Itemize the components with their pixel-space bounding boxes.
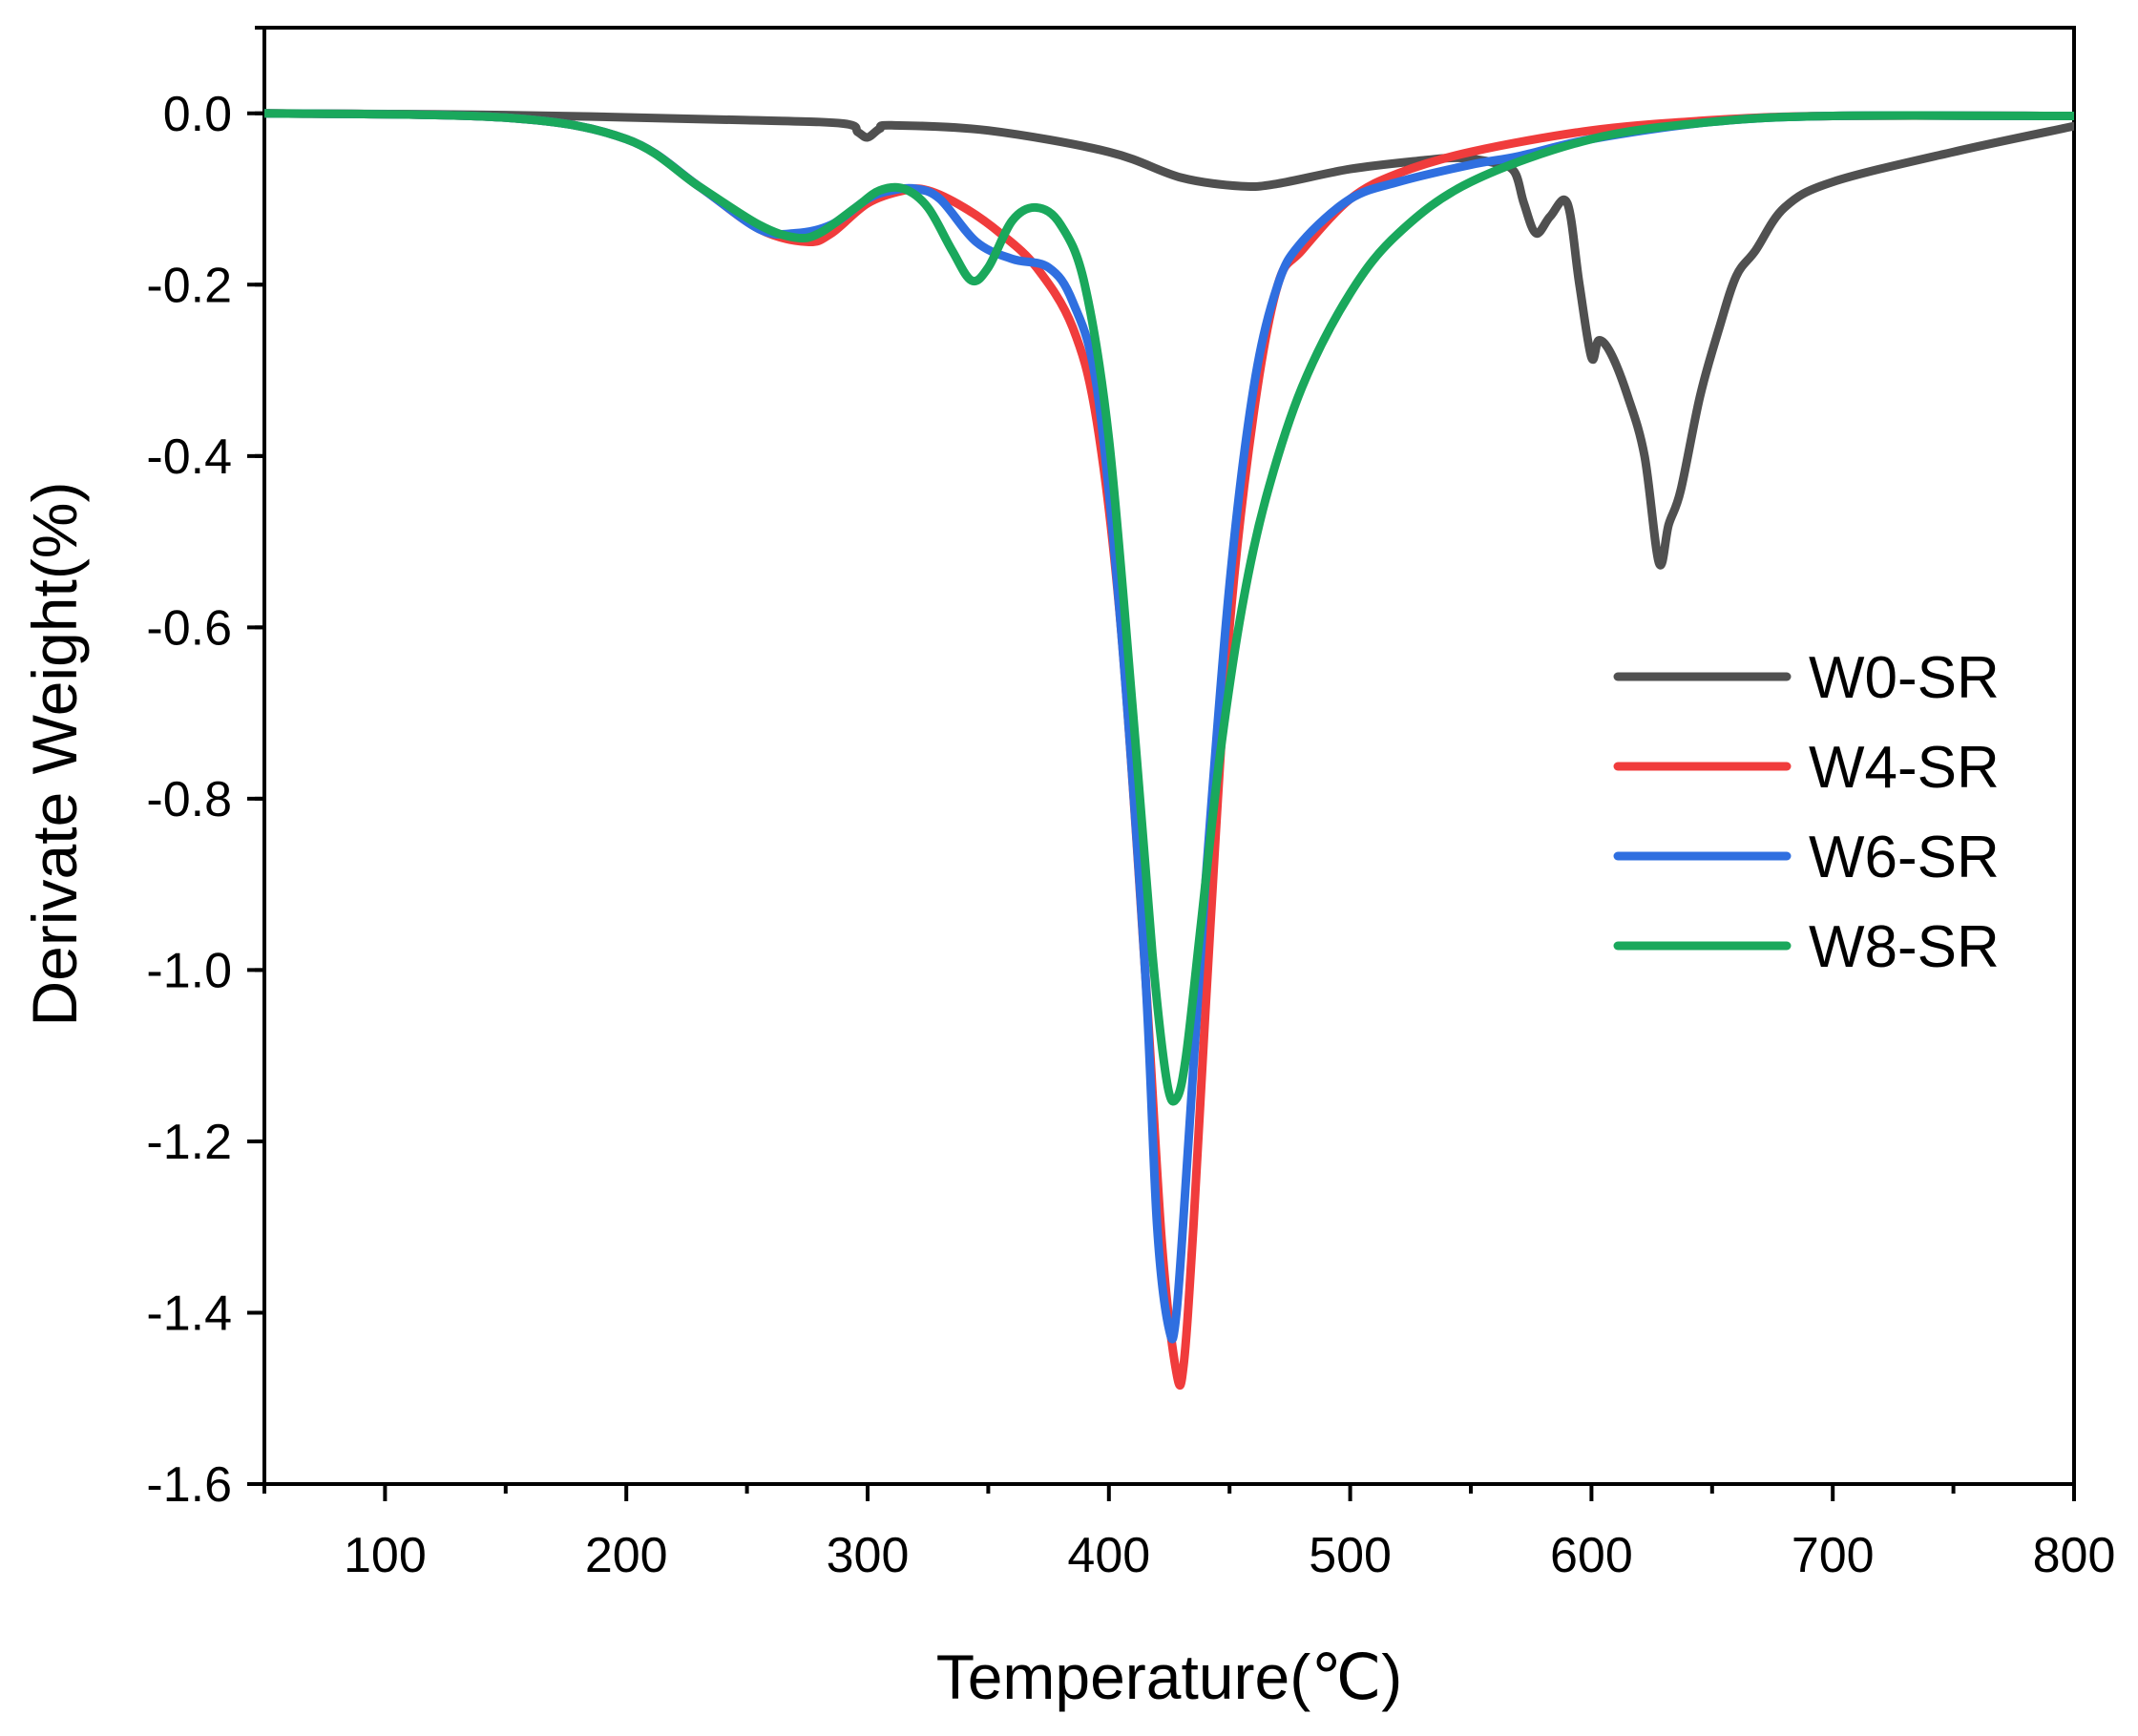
legend-label-w4-sr: W4-SR — [1809, 735, 2000, 801]
y-tick-label: -1.0 — [146, 943, 232, 998]
tick-labels: 100 200 300 400 500 600 700 800 0.0 -0.2 -0.4 -0.6 -… — [146, 87, 2115, 1583]
y-tick-label: -0.8 — [146, 772, 232, 827]
y-tick-label: -0.4 — [146, 429, 232, 485]
series-line-w8-sr — [264, 109, 2074, 1106]
x-tick-label: 700 — [1792, 1528, 1875, 1583]
y-tick-label: -1.6 — [146, 1457, 232, 1513]
x-tick-label: 800 — [2033, 1528, 2116, 1583]
y-axis-title: Derivate Weight(%) — [19, 482, 90, 1027]
y-tick-label: 0.0 — [163, 87, 232, 142]
x-tick-label: 300 — [827, 1528, 910, 1583]
series-line-w0-sr — [264, 109, 2074, 570]
x-tick-label: 400 — [1067, 1528, 1150, 1583]
x-tick-label: 200 — [585, 1528, 668, 1583]
series-line-w6-sr — [264, 109, 2074, 1344]
y-tick-label: -0.2 — [146, 258, 232, 313]
x-axis-title: Temperature(℃) — [936, 1642, 1403, 1712]
series-lines — [264, 109, 2074, 1390]
legend-label-w6-sr: W6-SR — [1809, 825, 2000, 890]
y-tick-label: -1.4 — [146, 1286, 232, 1341]
legend: W0-SR W4-SR W6-SR W8-SR — [1613, 645, 2000, 980]
x-tick-label: 100 — [344, 1528, 427, 1583]
y-tick-label: -0.6 — [146, 600, 232, 656]
legend-label-w8-sr: W8-SR — [1809, 914, 2000, 980]
y-tick-label: -1.2 — [146, 1115, 232, 1170]
series-line-w4-sr — [264, 109, 2074, 1390]
x-tick-label: 600 — [1550, 1528, 1633, 1583]
legend-label-w0-sr: W0-SR — [1809, 645, 2000, 711]
plot-frame — [262, 26, 2076, 1486]
axis-ticks — [247, 26, 2076, 1501]
x-tick-label: 500 — [1309, 1528, 1392, 1583]
